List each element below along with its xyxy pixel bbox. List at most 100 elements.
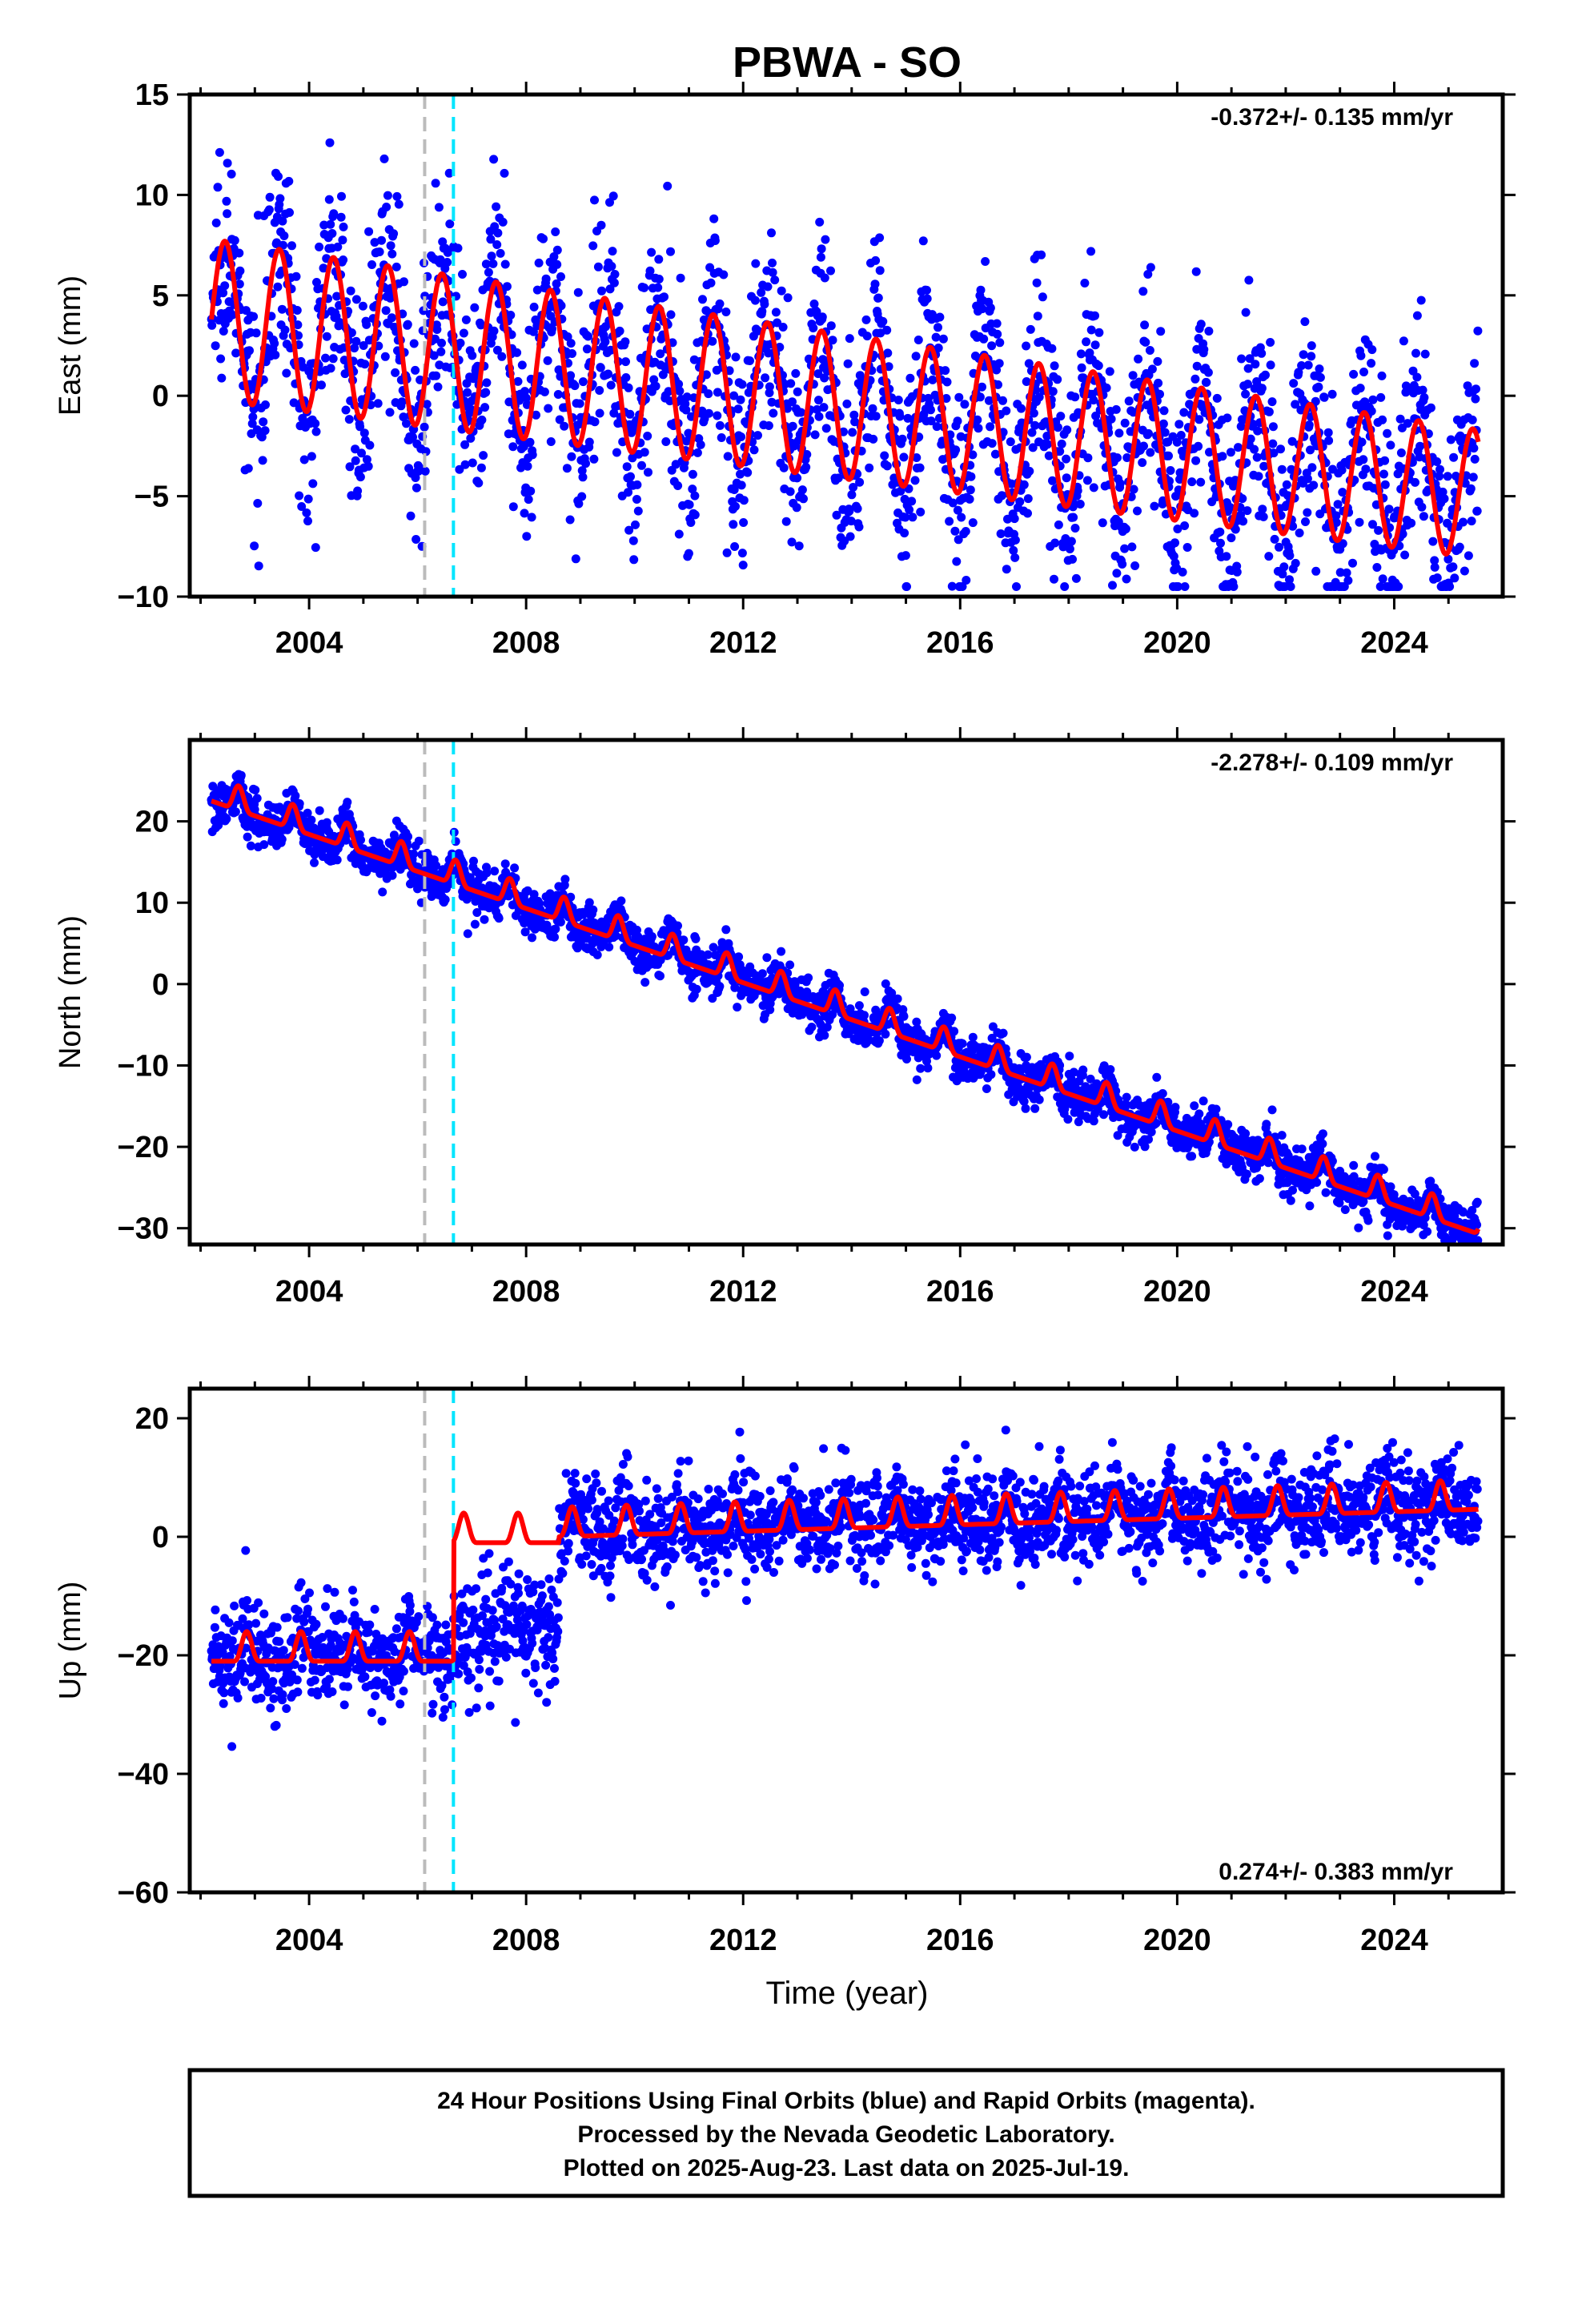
east-data-point <box>1030 420 1040 430</box>
north-data-point <box>1242 1169 1251 1179</box>
east-data-point <box>813 404 821 414</box>
east-data-point <box>556 301 566 311</box>
east-data-point <box>878 316 888 326</box>
east-data-point <box>308 479 318 489</box>
north-data-point <box>923 1063 933 1073</box>
east-data-point <box>739 518 749 527</box>
north-data-point <box>1354 1223 1363 1232</box>
east-data-point <box>620 337 630 347</box>
east-data-point <box>722 548 732 557</box>
east-data-point <box>629 555 639 565</box>
east-data-point <box>429 351 439 360</box>
east-data-point <box>1469 444 1479 453</box>
east-data-point <box>1268 422 1278 432</box>
north-data-point <box>469 856 478 866</box>
east-data-point <box>253 499 263 508</box>
east-data-point <box>552 245 562 255</box>
east-data-point <box>297 502 307 511</box>
east-data-point <box>1089 396 1098 405</box>
east-data-point <box>370 238 379 247</box>
east-data-point <box>1215 527 1225 537</box>
east-data-point <box>590 195 599 205</box>
east-data-point <box>1199 344 1209 354</box>
east-data-point <box>1227 533 1236 543</box>
east-data-point <box>508 502 518 512</box>
east-data-point <box>1439 494 1449 504</box>
east-data-point <box>1071 573 1081 583</box>
east-data-point <box>284 176 294 186</box>
east-data-point <box>938 334 948 344</box>
east-data-point <box>608 247 617 256</box>
east-data-point <box>431 179 440 188</box>
east-data-point <box>360 360 370 369</box>
east-data-point <box>647 247 656 257</box>
east-data-point <box>1464 551 1473 561</box>
east-data-point <box>1204 327 1214 336</box>
east-data-point <box>1012 582 1021 591</box>
north-data-point <box>1022 1052 1031 1062</box>
east-data-point <box>1089 483 1098 493</box>
east-data-point <box>1050 574 1058 584</box>
east-data-point <box>632 480 642 489</box>
east-data-point <box>663 181 673 191</box>
east-data-point <box>912 453 921 462</box>
north-data-point <box>820 1031 829 1040</box>
east-data-point <box>706 278 716 287</box>
east-data-point <box>332 292 342 301</box>
east-data-point <box>386 241 396 251</box>
east-data-point <box>1106 414 1116 424</box>
east-data-point <box>1419 392 1429 402</box>
east-data-point <box>1383 428 1392 438</box>
east-data-point <box>1150 501 1159 511</box>
east-data-point <box>686 518 696 527</box>
east-data-point <box>279 231 289 240</box>
east-data-point <box>223 159 232 168</box>
east-data-point <box>922 294 932 304</box>
east-data-point <box>311 419 320 428</box>
east-data-point <box>1113 453 1122 463</box>
east-data-point <box>520 509 529 518</box>
east-data-point <box>1468 415 1477 424</box>
east-data-point <box>397 397 407 407</box>
east-data-point <box>373 399 383 408</box>
north-data-point <box>490 866 500 876</box>
east-data-point <box>1315 364 1324 374</box>
east-data-point <box>605 198 614 207</box>
east-data-point <box>1054 520 1063 529</box>
east-data-point <box>760 300 769 309</box>
east-data-point <box>488 259 498 268</box>
north-data-point <box>1170 1103 1180 1112</box>
east-data-point <box>987 439 997 448</box>
east-data-point <box>340 369 350 379</box>
east-data-point <box>1303 360 1313 370</box>
east-data-point <box>392 191 402 201</box>
east-data-point <box>846 517 856 526</box>
east-data-point <box>783 293 793 303</box>
east-data-point <box>974 424 983 433</box>
east-data-point <box>258 456 267 465</box>
east-data-point <box>574 499 584 509</box>
east-data-point <box>480 403 490 412</box>
east-data-point <box>230 235 239 245</box>
east-data-point <box>1156 327 1166 336</box>
east-data-point <box>653 283 663 292</box>
east-data-point <box>621 373 631 382</box>
east-data-point <box>833 473 843 483</box>
east-data-point <box>849 410 859 420</box>
east-data-point <box>498 217 508 227</box>
east-data-point <box>1002 565 1011 574</box>
east-data-point <box>1034 392 1044 402</box>
east-data-point <box>993 329 1002 339</box>
chart-title: PBWA - SO <box>733 38 962 86</box>
east-data-point <box>560 421 569 431</box>
east-data-point <box>295 491 304 501</box>
east-data-point <box>1254 472 1263 481</box>
east-data-point <box>1060 582 1070 591</box>
north-data-point <box>1318 1139 1327 1148</box>
north-data-point <box>556 917 565 927</box>
east-data-point <box>986 304 995 312</box>
east-data-point <box>1407 518 1416 528</box>
east-data-point <box>411 473 420 482</box>
east-data-point <box>381 306 391 316</box>
